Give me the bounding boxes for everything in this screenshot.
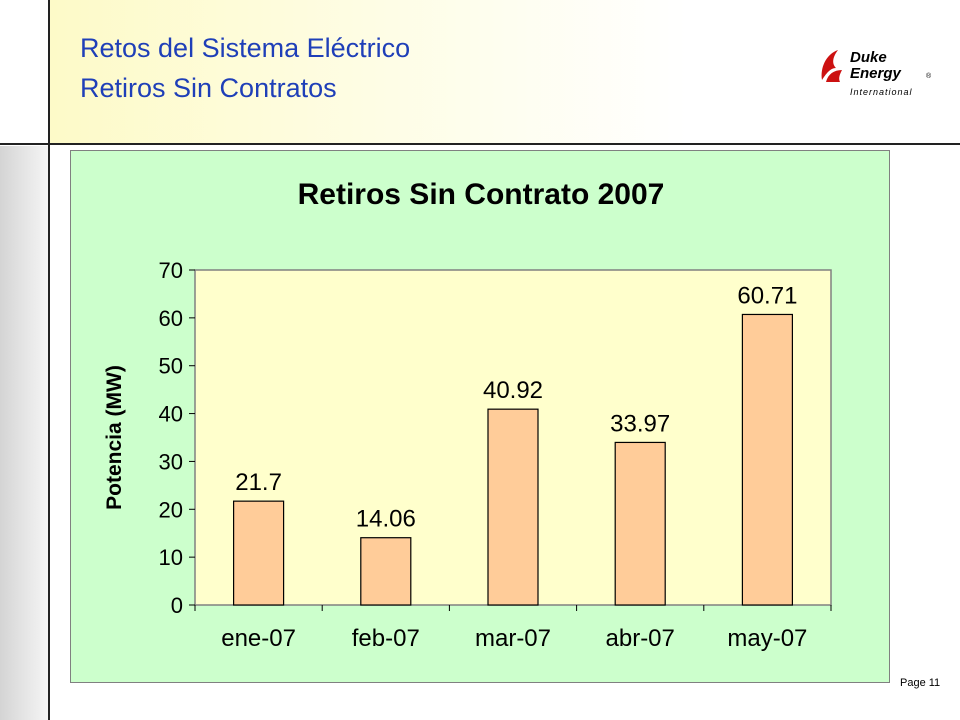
bar-feb-07 (360, 537, 412, 606)
y-tick-label: 50 (159, 354, 183, 379)
horizontal-divider (0, 143, 960, 145)
duke-flame-icon (821, 50, 842, 82)
bar-mar-07 (487, 408, 539, 606)
logo-text-duke: Duke (850, 49, 887, 66)
y-axis-label: Potencia (MW) (103, 365, 126, 510)
logo-text-international: International (850, 87, 913, 97)
left-sidebar-band (0, 146, 48, 720)
data-label-mar-07: 40.92 (483, 377, 543, 404)
data-label-abr-07: 33.97 (610, 410, 670, 437)
y-tick-label: 60 (159, 306, 183, 331)
bar-ene-07 (233, 500, 285, 606)
duke-energy-logo: Duke Energy ® International (821, 49, 932, 97)
header-band (50, 0, 960, 143)
chart-title: Retiros Sin Contrato 2007 (298, 178, 665, 211)
logo-text-energy: Energy (850, 65, 902, 82)
x-tick-label: feb-07 (352, 625, 420, 652)
x-tick-label: may-07 (727, 625, 807, 652)
page-number: Page 11 (900, 677, 941, 689)
data-label-feb-07: 14.06 (356, 506, 416, 533)
bar-chart: Retiros Sin Contrato 2007 0 10 20 30 40 50 60 7… (103, 178, 832, 652)
logo-registered-mark: ® (926, 72, 932, 80)
chart-container: Retiros Sin Contrato 2007 0 10 20 30 40 50 60 7… (70, 150, 890, 683)
y-tick-label: 40 (159, 402, 183, 427)
slide-title-line1: Retos del Sistema Eléctrico (80, 33, 411, 63)
data-label-may-07: 60.71 (737, 282, 797, 309)
bar-abr-07 (614, 441, 666, 606)
x-tick-label: abr-07 (606, 625, 675, 652)
x-tick-label: ene-07 (221, 625, 296, 652)
y-tick-label: 10 (159, 545, 183, 570)
y-tick-label: 70 (159, 258, 183, 283)
slide-title-line2: Retiros Sin Contratos (80, 73, 337, 103)
bar-may-07 (741, 313, 794, 606)
data-label-ene-07: 21.7 (235, 469, 282, 496)
x-tick-label: mar-07 (475, 625, 551, 652)
y-tick-label: 30 (159, 449, 183, 474)
y-tick-label: 20 (159, 497, 183, 522)
y-tick-label: 0 (171, 593, 183, 618)
vertical-divider (48, 0, 50, 720)
